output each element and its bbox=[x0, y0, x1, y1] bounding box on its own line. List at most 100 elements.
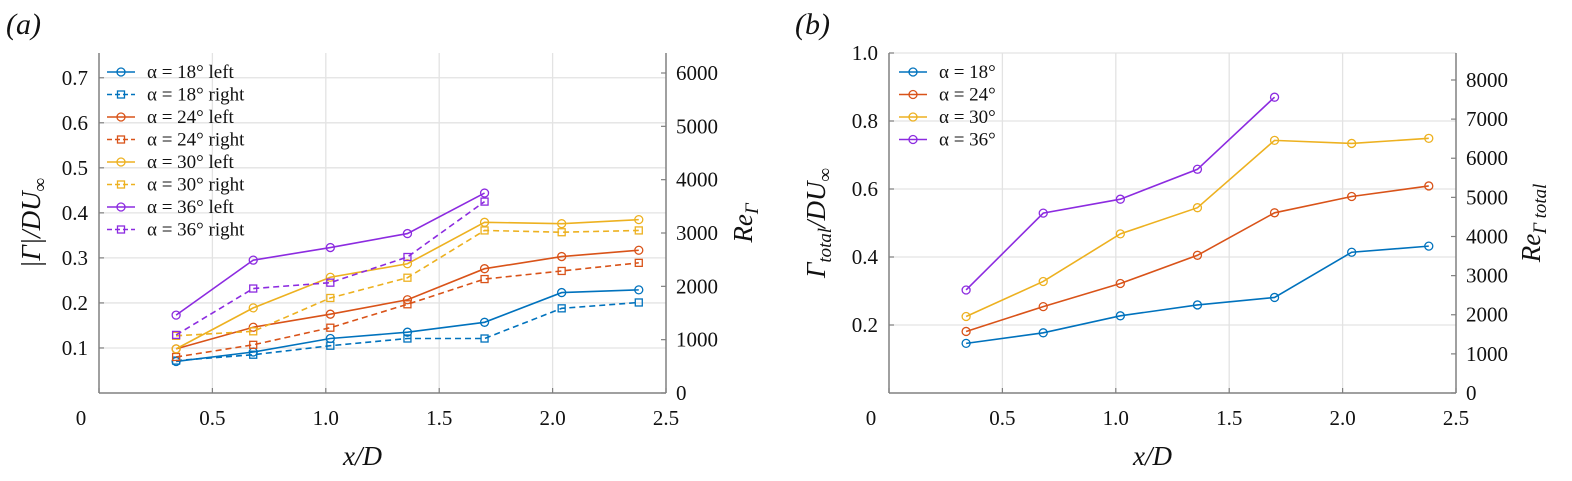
label-part: x/D bbox=[1132, 441, 1172, 471]
x-tick-label: 0.5 bbox=[989, 406, 1015, 430]
data-point bbox=[326, 323, 335, 332]
y2-axis-label: ReΓ bbox=[728, 202, 763, 243]
y-tick-label: 0.4 bbox=[62, 201, 89, 225]
data-point bbox=[1424, 133, 1434, 143]
data-point bbox=[325, 309, 335, 319]
label-part: |Γ|/DU bbox=[16, 190, 46, 268]
series-line bbox=[175, 200, 486, 336]
legend-marker bbox=[116, 225, 126, 234]
panel-label: (b) bbox=[795, 8, 830, 41]
series-0 bbox=[171, 285, 644, 367]
data-point bbox=[1115, 229, 1125, 239]
y-tick-label: 0.4 bbox=[852, 245, 879, 269]
data-point bbox=[557, 228, 566, 237]
x-tick-label: 2.5 bbox=[653, 406, 679, 430]
series-6 bbox=[171, 188, 490, 320]
y-tick-label: 0.6 bbox=[852, 177, 878, 201]
data-point bbox=[557, 304, 566, 313]
y-tick-label: 0.1 bbox=[62, 336, 88, 360]
legend-entry: α = 18° left bbox=[107, 62, 235, 83]
data-point bbox=[1269, 208, 1280, 218]
data-point bbox=[634, 226, 643, 235]
data-point bbox=[480, 197, 489, 206]
data-point bbox=[634, 245, 644, 255]
legend-label: α = 24° right bbox=[147, 130, 245, 151]
data-point bbox=[249, 340, 258, 349]
y2-axis-label: ReΓ total bbox=[1516, 184, 1551, 264]
y2-tick-label: 8000 bbox=[1466, 68, 1508, 92]
legend-entry: α = 24° right bbox=[107, 130, 245, 151]
chart-panel-b: 0 0.5 1.0 1.5 2.0 2.5 0.2 0.4 0.6 0.8 1.0 0 1000 2000… bbox=[795, 8, 1551, 471]
data-point bbox=[1115, 311, 1125, 321]
data-point bbox=[248, 303, 258, 313]
data-point bbox=[249, 350, 258, 359]
legend-entry: α = 24° left bbox=[107, 107, 235, 128]
series-line bbox=[966, 245, 1429, 345]
x-tick-label: 2.0 bbox=[539, 406, 565, 430]
data-point bbox=[557, 219, 567, 229]
data-point bbox=[961, 311, 971, 322]
legend-marker bbox=[908, 134, 918, 145]
data-point bbox=[1347, 247, 1357, 257]
data-point bbox=[1192, 300, 1203, 310]
series-5 bbox=[171, 226, 643, 340]
series-2 bbox=[171, 245, 644, 354]
data-point bbox=[1269, 135, 1280, 146]
legend-entry: α = 18° bbox=[899, 62, 996, 83]
legend-marker bbox=[116, 90, 126, 99]
label-subscript: Γ bbox=[742, 202, 763, 215]
series-line bbox=[175, 192, 485, 316]
y2-tick-label: 3000 bbox=[676, 221, 718, 245]
y2-tick-label: 7000 bbox=[1466, 107, 1508, 131]
x-tick-label: 0.5 bbox=[199, 406, 225, 430]
data-point bbox=[480, 334, 489, 343]
data-point bbox=[961, 326, 971, 337]
series-line bbox=[965, 96, 1276, 291]
data-point bbox=[479, 317, 490, 327]
series-7 bbox=[171, 197, 489, 340]
legend-entry: α = 30° right bbox=[107, 175, 245, 196]
label-part: Re bbox=[1516, 234, 1546, 263]
legend-entry: α = 30° bbox=[899, 107, 996, 128]
data-point bbox=[403, 273, 412, 282]
legend-entry: α = 36° right bbox=[107, 220, 245, 241]
y2-tick-label: 2000 bbox=[676, 274, 718, 298]
y2-tick-label: 2000 bbox=[1466, 303, 1508, 327]
label-part: Γ bbox=[801, 261, 831, 279]
data-point bbox=[1424, 241, 1434, 251]
legend-marker bbox=[908, 67, 918, 77]
label-subscript: total bbox=[815, 228, 836, 263]
series-3 bbox=[961, 92, 1280, 295]
legend-entry: α = 36° bbox=[899, 130, 996, 151]
y2-tick-label: 6000 bbox=[676, 61, 718, 85]
data-point bbox=[961, 338, 971, 349]
label-part: Re bbox=[728, 214, 758, 243]
legend-label: α = 18° bbox=[939, 62, 996, 83]
legend-label: α = 36° right bbox=[147, 220, 245, 241]
data-point bbox=[1192, 164, 1203, 174]
data-point bbox=[249, 284, 258, 293]
y2-tick-label: 1000 bbox=[676, 328, 718, 352]
series-line bbox=[176, 289, 639, 363]
legend-entry: α = 18° right bbox=[107, 85, 245, 106]
data-point bbox=[403, 334, 412, 343]
series-3 bbox=[171, 258, 643, 362]
data-point bbox=[634, 214, 644, 225]
data-point bbox=[249, 327, 258, 336]
y2-tick-label: 5000 bbox=[1466, 185, 1508, 209]
chart-panel-a: 0 0.5 1.0 1.5 2.0 2.5 0.1 0.2 0.3 0.4 0.5 0.6 0.7 0 10… bbox=[6, 8, 763, 471]
legend-marker bbox=[116, 112, 126, 122]
data-point bbox=[557, 266, 566, 276]
label-subscript: Γ total bbox=[1530, 184, 1551, 235]
data-point bbox=[479, 264, 490, 274]
y-axis-label: |Γ|/DU∞ bbox=[16, 178, 51, 268]
data-point bbox=[961, 285, 971, 295]
x-axis-label: x/D bbox=[342, 441, 382, 471]
data-point bbox=[634, 298, 643, 307]
y-tick-label: 1.0 bbox=[852, 41, 878, 65]
legend-marker bbox=[908, 89, 918, 100]
x-axis-label: x/D bbox=[1132, 441, 1172, 471]
series-line bbox=[965, 185, 1429, 333]
legend-label: α = 24° left bbox=[147, 107, 235, 128]
data-point bbox=[402, 259, 413, 269]
